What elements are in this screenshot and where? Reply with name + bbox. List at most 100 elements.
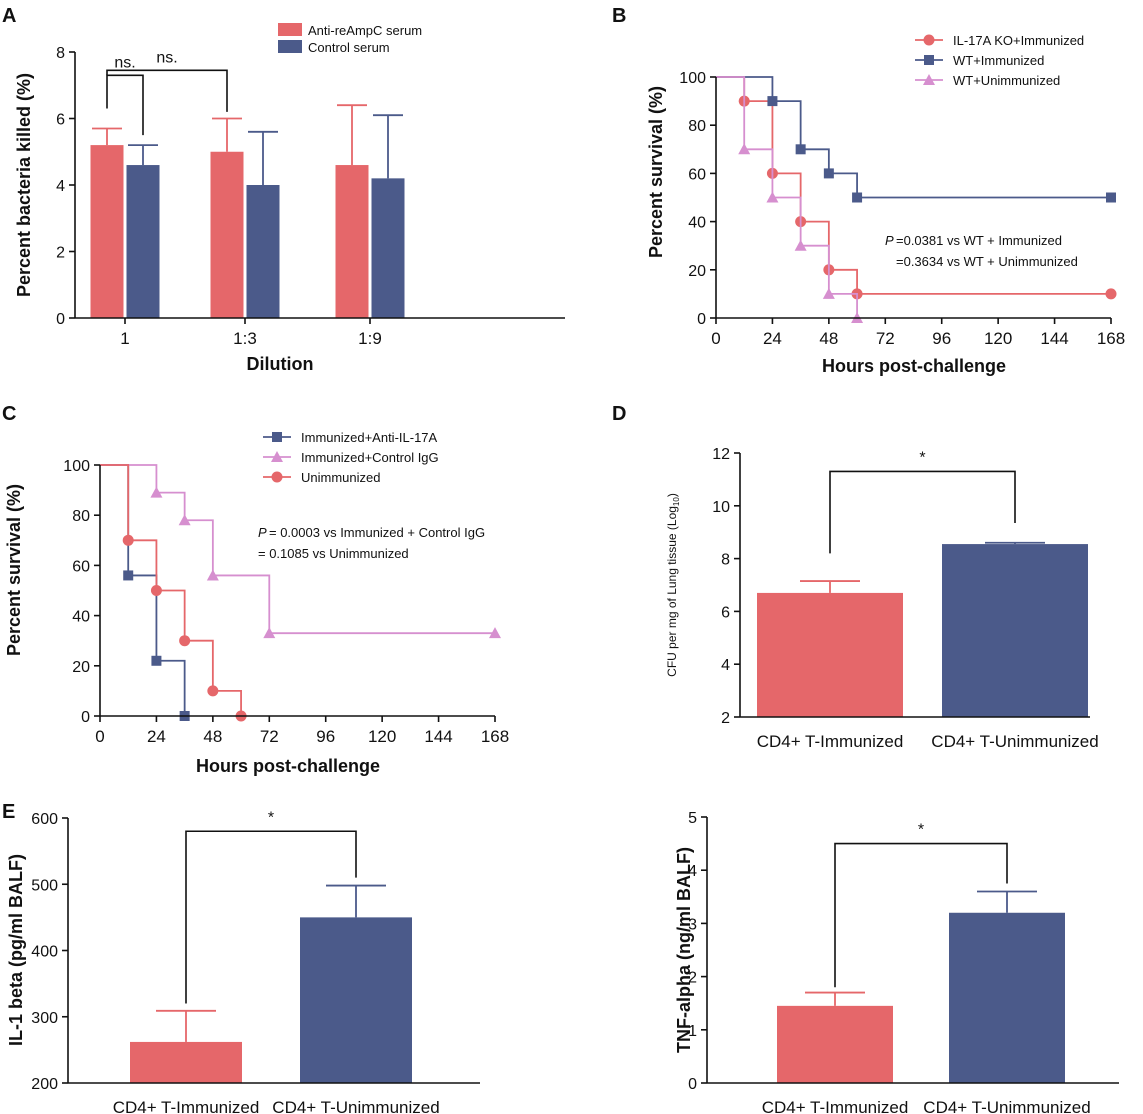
- y-axis-title: CFU per mg of Lung tissue (Log10): [665, 493, 681, 677]
- y-tick-label: 500: [31, 877, 58, 894]
- square-marker: [151, 655, 162, 666]
- bar: [335, 165, 369, 318]
- y-axis-title: Percent survival (%): [646, 86, 666, 258]
- x-tick-label: 72: [260, 727, 279, 746]
- triangle-marker: [263, 627, 276, 639]
- triangle-marker: [923, 74, 935, 85]
- x-tick-label: 1:9: [358, 329, 382, 348]
- y-tick-label: 40: [72, 609, 90, 626]
- bar: [777, 1005, 893, 1083]
- y-axis-title: Percent bacteria killed (%): [14, 73, 34, 297]
- y-tick-label: 60: [688, 166, 706, 183]
- square-marker: [767, 96, 778, 107]
- triangle-marker: [766, 191, 779, 203]
- significance-bracket: [185, 830, 357, 1004]
- y-tick-label: 0: [81, 709, 90, 726]
- survival-line: [100, 464, 495, 635]
- significance-label: *: [919, 449, 925, 466]
- triangle-marker: [271, 451, 283, 462]
- y-tick-label: 200: [31, 1076, 58, 1093]
- legend-label: Unimmunized: [301, 470, 380, 485]
- y-tick-label: 80: [72, 508, 90, 525]
- square-marker: [1106, 192, 1116, 203]
- y-axis-title: TNF-alpha (ng/ml BALF): [674, 847, 694, 1053]
- square-marker: [823, 168, 834, 179]
- y-tick-label: 400: [31, 944, 58, 961]
- square-marker: [123, 570, 134, 581]
- x-tick-label: 96: [932, 329, 951, 348]
- x-tick-label: 168: [481, 727, 509, 746]
- panel-b: B 0 20 40 60 80 100 0 24 48 72 96 120 144 168 Percent s…: [612, 5, 1125, 376]
- x-tick-label: 144: [424, 727, 452, 746]
- circle-marker: [1105, 288, 1117, 300]
- y-tick-label: 100: [679, 70, 706, 87]
- legend-label: Immunized+Control IgG: [301, 450, 439, 465]
- y-tick-label: 40: [688, 215, 706, 232]
- y-tick-label: 4: [688, 863, 697, 880]
- significance-label: *: [268, 809, 274, 826]
- y-tick-label: 8: [721, 552, 730, 569]
- x-tick-label: 24: [763, 329, 782, 348]
- legend-swatch: [278, 23, 302, 36]
- x-axis-title: Hours post-challenge: [196, 756, 380, 776]
- y-tick-label: 0: [56, 311, 65, 328]
- y-tick-label: 4: [56, 178, 65, 195]
- y-tick-label: 0: [697, 311, 706, 328]
- circle-marker: [207, 685, 219, 697]
- x-tick-label: 144: [1040, 329, 1068, 348]
- y-tick-label: 3: [688, 916, 697, 933]
- panel-c: C 0 20 40 60 80 100 0 24 48 72 96 120 144 168 Percent s…: [2, 403, 509, 776]
- x-tick-label: 1: [120, 329, 129, 348]
- significance-label: *: [918, 822, 924, 839]
- triangle-marker: [738, 143, 751, 155]
- bar: [246, 185, 280, 318]
- bar: [949, 912, 1065, 1083]
- square-marker: [852, 192, 863, 203]
- panel-a: A 0 2 4 6 8 1 1:3 1:9 Percent bacteria killed (%)…: [2, 5, 565, 374]
- legend-label: Control serum: [308, 40, 390, 55]
- y-tick-label: 12: [712, 446, 730, 463]
- x-tick-label: 0: [711, 329, 720, 348]
- annotation-text: =0.3634 vs WT + Unimmunized: [896, 254, 1078, 269]
- panel-d: D 2 4 6 8 10 12 CD4+ T-Immunized CD4+ T-Unimmuni…: [612, 403, 1099, 751]
- circle-marker: [923, 34, 935, 46]
- x-tick-label: CD4+ T-Unimmunized: [931, 732, 1098, 751]
- y-tick-label: 2: [688, 970, 697, 987]
- x-tick-label: 0: [95, 727, 104, 746]
- y-tick-label: 100: [63, 458, 90, 475]
- y-tick-label: 60: [72, 558, 90, 575]
- triangle-marker: [206, 569, 219, 581]
- y-tick-label: 10: [712, 499, 730, 516]
- bar: [371, 178, 405, 318]
- x-tick-label: 48: [203, 727, 222, 746]
- panel-letter: A: [2, 5, 16, 27]
- panel-letter: C: [2, 403, 16, 425]
- x-tick-label: 48: [819, 329, 838, 348]
- bar: [300, 917, 412, 1083]
- bar: [210, 151, 244, 318]
- significance-bracket: [106, 74, 144, 136]
- y-tick-label: 20: [688, 263, 706, 280]
- annotation-text: = 0.1085 vs Unimmunized: [258, 546, 409, 561]
- annotation-text: = 0.0003 vs Immunized + Control IgG: [269, 525, 485, 540]
- significance-bracket: [834, 842, 1008, 988]
- x-tick-label: CD4+ T-Unimmunized: [923, 1098, 1090, 1114]
- y-tick-label: 6: [721, 604, 730, 621]
- x-axis-title: Hours post-challenge: [822, 356, 1006, 376]
- legend-label: Anti-reAmpC serum: [308, 23, 422, 38]
- circle-marker: [150, 585, 162, 596]
- significance-bracket: [106, 69, 228, 112]
- x-tick-label: 168: [1097, 329, 1125, 348]
- y-tick-label: 4: [721, 657, 730, 674]
- y-tick-label: 1: [688, 1023, 697, 1040]
- square-marker: [795, 144, 806, 155]
- p-value-symbol: P: [258, 525, 267, 540]
- y-tick-label: 8: [56, 45, 65, 62]
- panel-letter: B: [612, 5, 626, 27]
- x-tick-label: 72: [876, 329, 895, 348]
- survival-line: [100, 464, 242, 716]
- y-tick-label: 300: [31, 1010, 58, 1027]
- x-tick-label: 120: [368, 727, 396, 746]
- y-tick-label: 5: [688, 810, 697, 827]
